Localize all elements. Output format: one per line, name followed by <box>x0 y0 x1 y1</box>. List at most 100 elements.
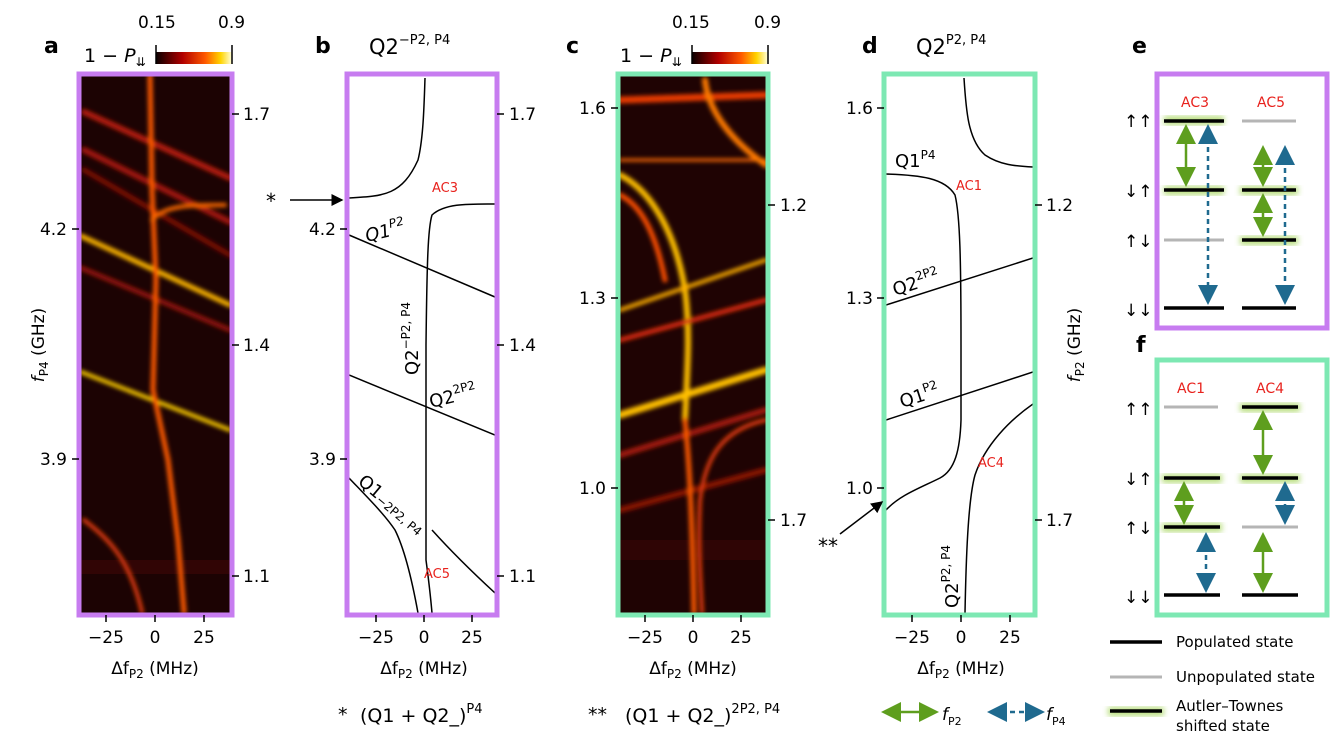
label-f-ac4: AC4 <box>1256 381 1284 397</box>
tick-d-x-1: 0 <box>956 628 967 648</box>
tick-a-right-1: 1.4 <box>243 336 270 356</box>
axis-right-a: 1.7 1.4 1.1 <box>232 105 270 587</box>
label-e-ac3: AC3 <box>1181 95 1209 111</box>
label-d-ac4: AC4 <box>978 456 1004 471</box>
tick-b-right-0: 1.7 <box>509 105 536 125</box>
colorbar-max-c: 0.9 <box>754 13 781 33</box>
states-e: ↑↑ ↓↑ ↑↓ ↓↓ <box>1124 112 1153 321</box>
tick-a-right-0: 1.7 <box>243 105 270 125</box>
legend-autler-townes: Autler–Townes shifted state <box>1108 697 1284 735</box>
svg-text:Autler–Townes: Autler–Townes <box>1176 697 1284 715</box>
axis-right-d: 1.2 1.7 fP2 (GHz) <box>1035 196 1087 531</box>
tick-b-right-1: 1.4 <box>509 336 536 356</box>
tick-d-left-1: 1.3 <box>846 289 873 309</box>
svg-text:(Q1 + Q2_)P4: (Q1 + Q2_)P4 <box>360 702 483 727</box>
frame-f <box>1154 357 1330 618</box>
panel-label-c: c <box>566 34 579 59</box>
label-d-ac1: AC1 <box>956 179 982 194</box>
y-label-d: fP2 (GHz) <box>1065 308 1087 382</box>
colorbar-c: 1 − P⇊ 0.15 0.9 <box>620 13 781 69</box>
tick-d-x-0: −25 <box>894 628 930 648</box>
states-f: ↑↑ ↓↑ ↑↓ ↓↓ <box>1124 400 1153 608</box>
x-label-b: ΔfP2 (MHz) <box>380 659 468 681</box>
tick-b-left-1: 3.9 <box>309 450 336 470</box>
tick-a-x-2: 25 <box>193 628 215 648</box>
arrow-dstar <box>839 501 884 535</box>
label-b-ac5: AC5 <box>424 567 450 582</box>
axis-right-b: 1.7 1.4 1.1 <box>497 105 536 587</box>
svg-text:fP4: fP4 <box>1046 705 1066 728</box>
svg-text:Populated state: Populated state <box>1176 633 1293 651</box>
x-label-d: ΔfP2 (MHz) <box>917 659 1005 681</box>
tick-c-right-0: 1.2 <box>780 196 807 216</box>
frame-d <box>881 71 1038 618</box>
label-e-ac5: AC5 <box>1257 95 1285 111</box>
axis-right-c: 1.2 1.7 <box>768 196 807 531</box>
heatmap-c <box>620 76 766 613</box>
axis-bottom-c: −25 0 25 ΔfP2 (MHz) <box>627 615 752 681</box>
panel-label-f: f <box>1136 333 1146 358</box>
colorbar-min-c: 0.15 <box>672 13 710 33</box>
colorbar-a: 1 − P⇊ 0.15 0.9 <box>84 13 245 69</box>
tick-d-right-0: 1.2 <box>1046 196 1073 216</box>
state-e-3: ↓↓ <box>1124 301 1153 321</box>
tick-d-x-2: 25 <box>999 628 1021 648</box>
axis-bottom-b: −25 0 25 ΔfP2 (MHz) <box>358 615 483 681</box>
label-b-q2: Q2−P2, P4 <box>399 302 423 375</box>
svg-text:(Q1 + Q2_)2P2, P4: (Q1 + Q2_)2P2, P4 <box>625 702 780 727</box>
tick-a-x-0: −25 <box>88 628 124 648</box>
label-b-q22p2: Q22P2 <box>426 378 479 413</box>
svg-text:*: * <box>338 704 348 726</box>
axis-left-b: 4.2 3.9 <box>309 220 347 470</box>
panel-label-b: b <box>315 34 331 59</box>
tick-c-left-1: 1.3 <box>579 289 606 309</box>
tick-a-left-0: 4.2 <box>40 220 67 240</box>
colorbar-label-c: 1 − P⇊ <box>620 45 682 69</box>
footnote-dstar: ** (Q1 + Q2_)2P2, P4 <box>588 702 780 727</box>
svg-text:shifted state: shifted state <box>1176 717 1270 735</box>
marker-dstar: ** <box>818 534 838 558</box>
frame-e <box>1154 71 1330 331</box>
legend-unpopulated: Unpopulated state <box>1110 668 1315 686</box>
tick-b-x-0: −25 <box>358 628 394 648</box>
tick-d-left-0: 1.6 <box>846 99 873 119</box>
title-d: Q2P2, P4 <box>916 33 986 59</box>
tick-a-x-1: 0 <box>150 628 161 648</box>
axis-left-a: 4.2 3.9 fP4 (GHz) <box>29 220 79 470</box>
label-b-q1p2: Q1P2 <box>362 214 407 247</box>
legend-populated: Populated state <box>1110 633 1293 651</box>
tick-c-left-0: 1.6 <box>579 99 606 119</box>
tick-c-right-1: 1.7 <box>780 511 807 531</box>
colorbar-gradient-c <box>692 52 768 64</box>
state-f-2: ↑↓ <box>1124 519 1153 539</box>
legend-fp4: fP4 <box>987 702 1066 728</box>
levels-e <box>1164 116 1298 310</box>
tick-c-x-1: 0 <box>688 628 699 648</box>
curves-d <box>886 77 1033 613</box>
label-b-ac3: AC3 <box>432 181 458 196</box>
label-b-q1: Q1−2P2, P4 <box>354 471 429 539</box>
colorbar-min-a: 0.15 <box>138 13 176 33</box>
state-e-2: ↑↓ <box>1124 232 1153 252</box>
curves-b <box>349 77 495 613</box>
label-d-q2: Q2P2, P4 <box>939 545 963 608</box>
panel-label-e: e <box>1132 34 1147 59</box>
tick-a-left-1: 3.9 <box>40 450 67 470</box>
svg-text:**: ** <box>588 704 607 726</box>
colorbar-gradient-a <box>156 52 232 64</box>
axis-left-c: 1.6 1.3 1.0 <box>579 99 618 499</box>
state-f-3: ↓↓ <box>1124 588 1153 608</box>
panel-label-d: d <box>862 34 878 59</box>
tick-b-x-2: 25 <box>461 628 483 648</box>
svg-text:fP2: fP2 <box>942 705 962 728</box>
y-label-a: fP4 (GHz) <box>29 308 51 382</box>
footnote-star: * (Q1 + Q2_)P4 <box>338 702 483 727</box>
tick-a-right-2: 1.1 <box>243 567 270 587</box>
axis-left-d: 1.6 1.3 1.0 <box>846 99 884 499</box>
tick-d-right-1: 1.7 <box>1046 511 1073 531</box>
levels-f <box>1162 403 1300 597</box>
tick-c-left-2: 1.0 <box>579 479 606 499</box>
tick-b-x-1: 0 <box>419 628 430 648</box>
tick-c-x-0: −25 <box>627 628 663 648</box>
